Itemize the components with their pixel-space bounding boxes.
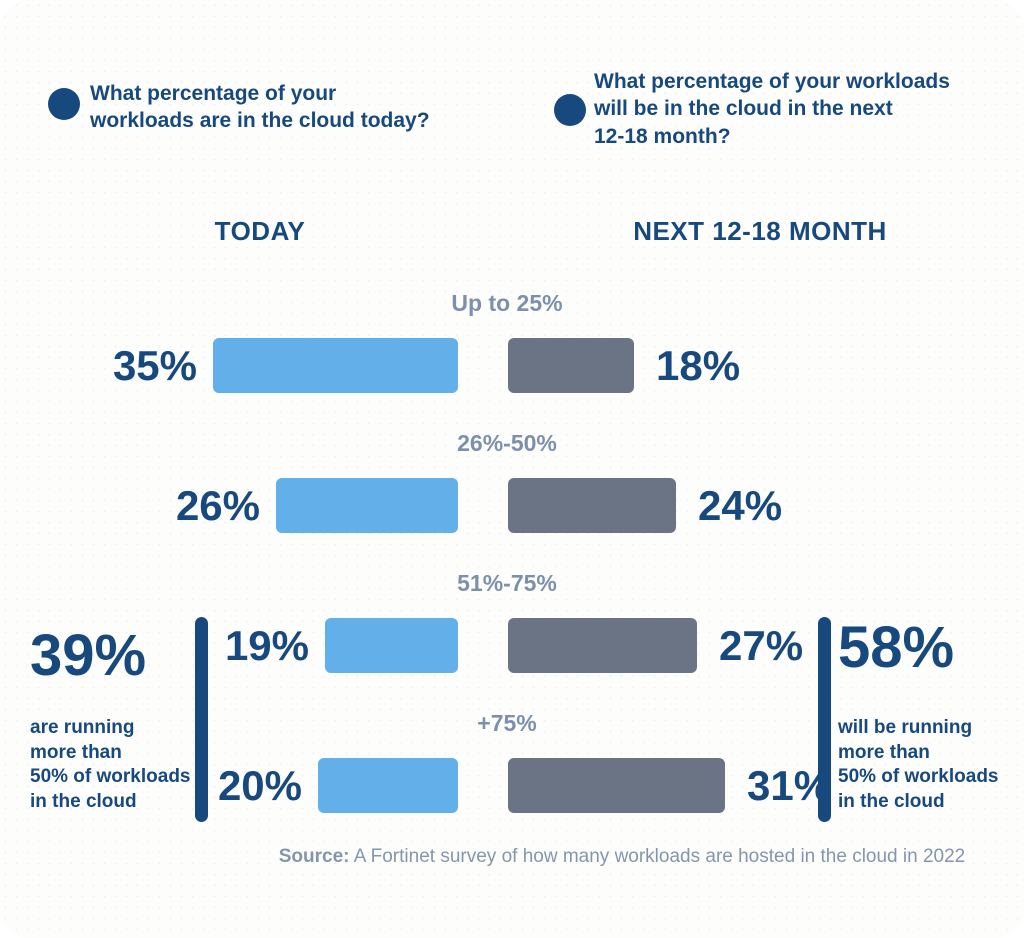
bar-band: 26% 24% [0,478,1024,533]
bar-band: 19% 27% [0,618,1024,673]
next-bar [508,478,676,533]
category-label: 51%-75% [0,570,1024,597]
next-bar-group: 31% [508,758,831,813]
category-label: +75% [0,710,1024,737]
column-header-next: NEXT 12-18 MONTH [633,216,887,246]
today-bar [318,758,458,813]
next-value-label: 18% [656,341,741,389]
bar-band: 20% 31% [0,758,1024,813]
today-value-label: 26% [175,481,260,529]
today-value-label: 19% [224,621,309,669]
question-right-text: What percentage of your workloads will b… [594,70,950,148]
left-divider-bar [195,617,208,822]
right-divider-bar [818,617,831,822]
chart-row: 51%-75% 19% 27% [0,570,1024,705]
source-text: A Fortinet survey of how many workloads … [349,846,966,867]
next-value-label: 31% [747,761,832,809]
today-value-label: 35% [112,341,197,389]
today-bar-group: 35% [113,338,458,393]
callout-right-value: 58% [838,615,955,680]
bullet-icon [48,88,80,120]
next-value-label: 27% [719,621,804,669]
today-bar-group: 26% [176,478,458,533]
next-bar [508,758,725,813]
today-bar [325,618,458,673]
next-value-label: 24% [698,481,783,529]
column-header-today: TODAY [214,216,306,246]
today-bar [213,338,458,393]
bar-band: 35% 18% [0,338,1024,393]
next-bar [508,338,634,393]
category-label-text: 26%-50% [457,430,557,456]
category-label-text: +75% [477,710,537,736]
callout-left-text: are running more than 50% of workloads i… [30,717,191,813]
category-label: 26%-50% [0,430,1024,457]
today-bar-group: 20% [218,758,458,813]
category-label: Up to 25% [0,290,1024,317]
next-bar-group: 27% [508,618,803,673]
today-bar-group: 19% [225,618,458,673]
today-bar [276,478,458,533]
next-bar-group: 24% [508,478,782,533]
callout-left-value: 39% [30,623,147,688]
callout-right-text: will be running more than 50% of workloa… [838,717,999,813]
bullet-icon [554,94,586,126]
category-label-text: 51%-75% [457,570,557,596]
question-left-text: What percentage of your workloads are in… [90,82,430,133]
source-label: Source: [278,846,350,867]
chart-row: 26%-50% 26% 24% [0,430,1024,565]
source-note: Source: A Fortinet survey of how many wo… [0,846,1024,868]
next-bar [508,618,697,673]
chart-row: Up to 25% 35% 18% [0,290,1024,425]
today-value-label: 20% [217,761,302,809]
category-label-text: Up to 25% [451,290,563,316]
next-bar-group: 18% [508,338,740,393]
chart-row: +75% 20% 31% [0,710,1024,845]
